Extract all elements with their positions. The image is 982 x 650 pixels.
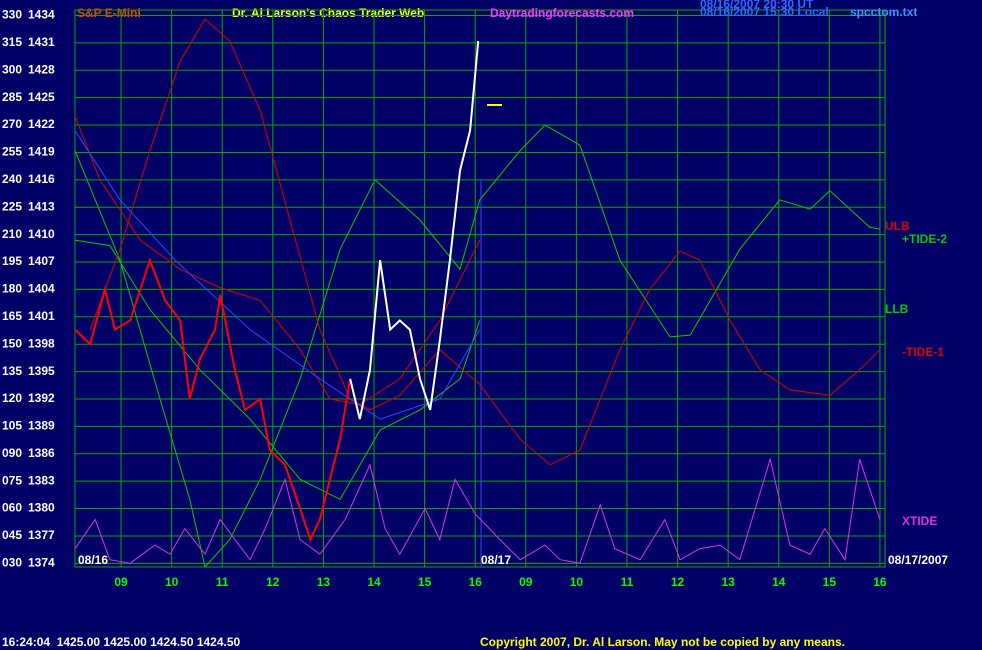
y-tick-label: 075 — [2, 473, 22, 487]
y-tick-label: 300 — [2, 62, 22, 76]
annotation: Daytradingforecasts.com — [490, 6, 634, 20]
x-tick-label: 11 — [621, 575, 634, 589]
y-tick-label: 105 — [2, 419, 22, 433]
series-line — [74, 457, 881, 564]
plot-frame — [74, 9, 886, 568]
x-tick-label: 13 — [317, 575, 331, 589]
x-tick-label: 12 — [266, 575, 280, 589]
x-tick-label: 15 — [823, 575, 837, 589]
y-tick-label: 195 — [2, 254, 22, 268]
annotation: spcctom.txt — [850, 5, 917, 19]
x-tick-label: 09 — [519, 575, 533, 589]
x-tick-label: 16 — [873, 575, 887, 589]
y-tick-label: 090 — [2, 446, 22, 460]
y-tick-label: 285 — [2, 90, 22, 104]
series-line — [89, 18, 881, 466]
y2-tick-label: 1413 — [28, 199, 55, 213]
series-label: LLB — [885, 302, 909, 316]
y-tick-label: 315 — [2, 35, 22, 49]
y2-tick-label: 1386 — [28, 446, 55, 460]
y2-tick-label: 1401 — [28, 309, 55, 323]
x-tick-label: 16 — [469, 575, 483, 589]
annotation: 08/16/2007 15:30 Local — [700, 5, 829, 19]
y2-tick-label: 1383 — [28, 473, 55, 487]
annotation: 08/16/2007 20:30 UT — [700, 0, 814, 11]
y2-tick-label: 1389 — [28, 419, 55, 433]
y2-tick-label: 1410 — [28, 227, 55, 241]
series-label: +TIDE-2 — [902, 232, 947, 246]
series-label: -TIDE-1 — [902, 345, 944, 359]
annotation: 08/17 — [481, 553, 511, 567]
x-tick-label: 10 — [165, 575, 179, 589]
y-tick-label: 030 — [2, 556, 22, 570]
y-tick-label: 165 — [2, 309, 22, 323]
y-tick-label: 120 — [2, 391, 22, 405]
y-tick-label: 330 — [2, 8, 22, 22]
series-label: ULB — [885, 219, 910, 233]
y2-tick-label: 1392 — [28, 391, 55, 405]
y2-tick-label: 1425 — [28, 90, 55, 104]
series-line — [74, 257, 352, 543]
y2-tick-label: 1431 — [28, 35, 55, 49]
y-tick-label: 225 — [2, 199, 22, 213]
y2-tick-label: 1395 — [28, 364, 55, 378]
y2-tick-label: 1428 — [28, 62, 55, 76]
chart-subtitle: Dr. Al Larson's Chaos Trader Web — [232, 6, 424, 20]
y-tick-label: 255 — [2, 145, 22, 159]
x-tick-label: 13 — [721, 575, 735, 589]
annotation: 08/16 — [78, 553, 108, 567]
y2-tick-label: 1422 — [28, 117, 55, 131]
x-tick-label: 10 — [570, 575, 584, 589]
y2-tick-label: 1374 — [28, 556, 55, 570]
series-label: XTIDE — [902, 514, 937, 528]
x-tick-label: 11 — [216, 575, 229, 589]
y-tick-label: 240 — [2, 172, 22, 186]
y2-tick-label: 1377 — [28, 528, 55, 542]
y-tick-label: 270 — [2, 117, 22, 131]
y2-tick-label: 1380 — [28, 501, 55, 515]
y2-tick-label: 1404 — [28, 282, 55, 296]
y-tick-label: 210 — [2, 227, 22, 241]
series-line — [74, 130, 481, 420]
y2-tick-label: 1419 — [28, 145, 55, 159]
y2-tick-label: 1398 — [28, 336, 55, 350]
y2-tick-label: 1407 — [28, 254, 55, 268]
annotation: 16:24:04 1425.00 1425.00 1424.50 1424.50 — [2, 635, 241, 649]
x-tick-label: 14 — [772, 575, 786, 589]
y-tick-label: 060 — [2, 501, 22, 515]
y-tick-label: 180 — [2, 282, 22, 296]
annotation: Copyright 2007, Dr. Al Larson. May not b… — [480, 635, 845, 649]
series-line — [74, 124, 880, 569]
y-tick-label: 045 — [2, 528, 22, 542]
y2-tick-label: 1434 — [28, 8, 55, 22]
series-line — [74, 239, 481, 501]
annotation: 08/17/2007 — [888, 553, 948, 567]
x-tick-label: 09 — [114, 575, 128, 589]
x-tick-label: 12 — [671, 575, 685, 589]
chart-title: S&P E-Mini — [77, 6, 141, 20]
y-tick-label: 150 — [2, 336, 22, 350]
series-line — [349, 40, 480, 420]
series-line — [74, 115, 481, 406]
x-tick-label: 15 — [418, 575, 432, 589]
y2-tick-label: 1416 — [28, 172, 55, 186]
x-tick-label: 14 — [367, 575, 381, 589]
y-tick-label: 135 — [2, 364, 22, 378]
